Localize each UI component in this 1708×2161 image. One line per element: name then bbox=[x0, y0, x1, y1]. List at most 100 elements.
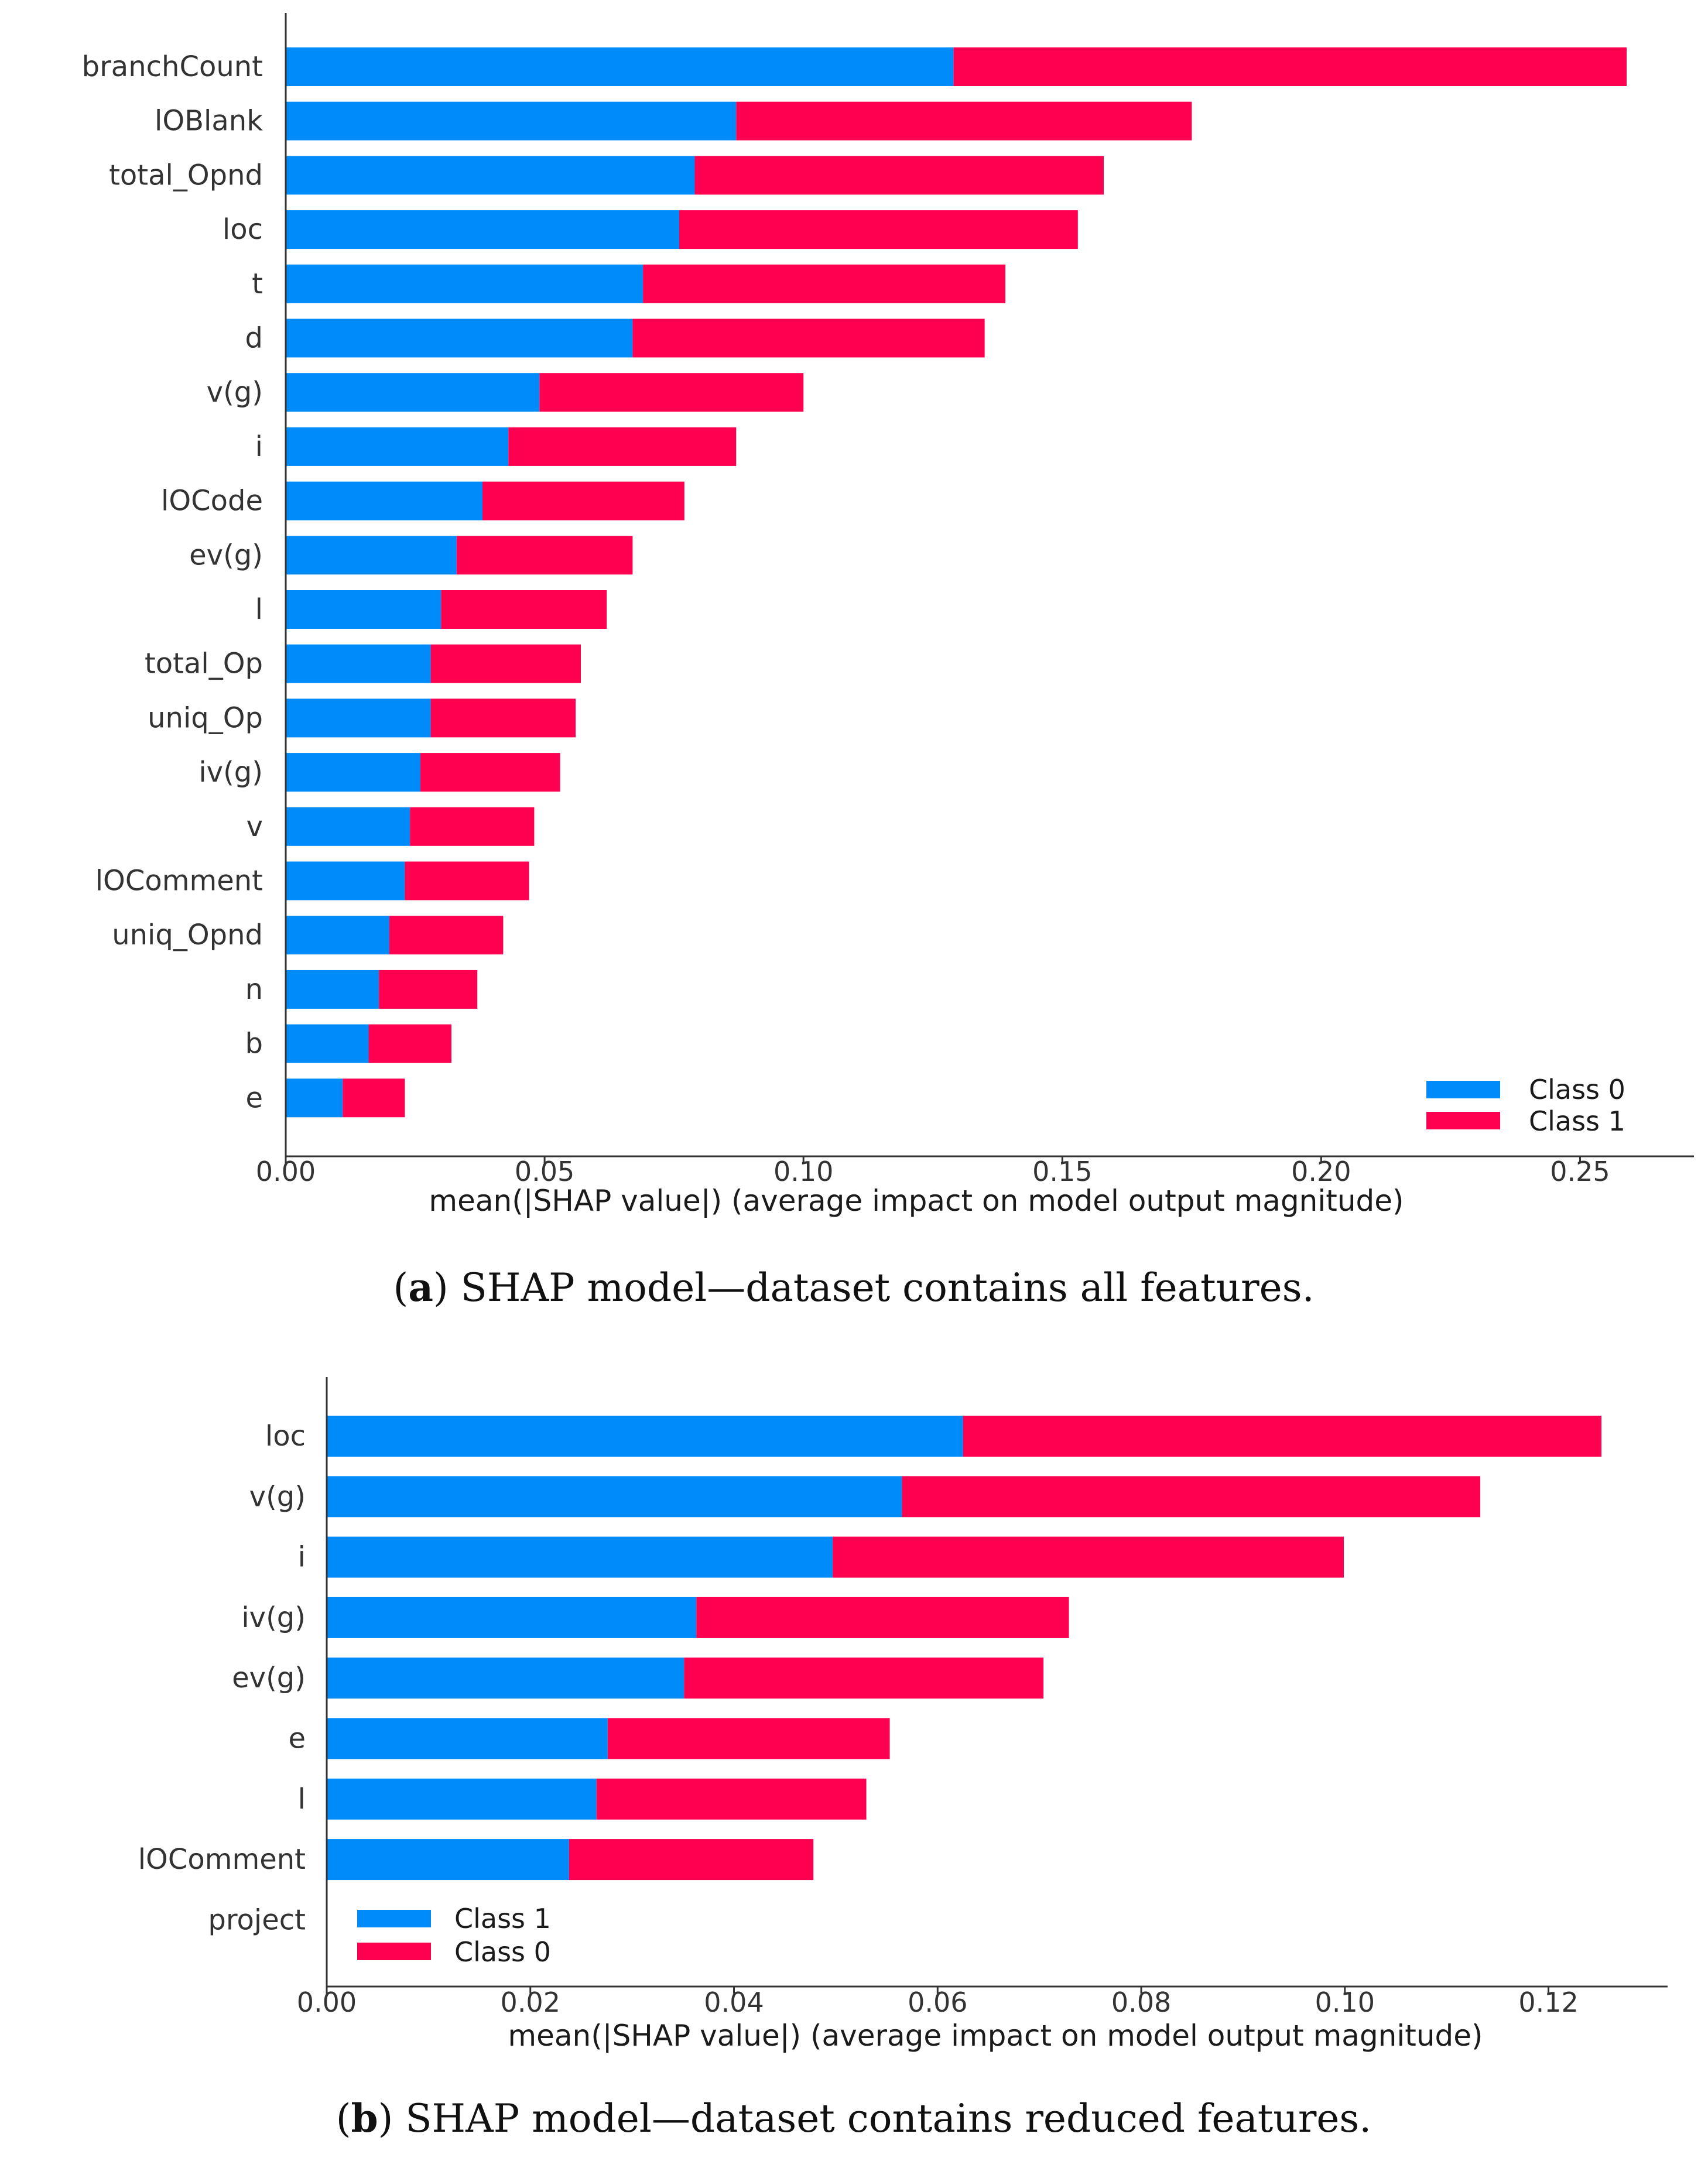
chart-b-bars bbox=[327, 1416, 1601, 1881]
x-tick-label-a-0: 0.00 bbox=[256, 1156, 316, 1187]
bar-b-iv-g-class-0 bbox=[696, 1597, 1069, 1638]
chart-a-x-ticks: 0.00 0.05 0.10 0.15 0.20 0.25 bbox=[256, 1156, 1610, 1187]
bar-a-v-g-class-0 bbox=[286, 373, 540, 412]
bar-a-v-class-1 bbox=[410, 807, 535, 846]
bar-b-v-g-class-1 bbox=[327, 1476, 902, 1518]
bar-a-l-class-1 bbox=[441, 590, 607, 629]
bar-a-total-op-class-0 bbox=[286, 644, 431, 683]
feature-label-a-uniq-op: uniq_Op bbox=[148, 701, 263, 734]
bar-b-locomment-class-0 bbox=[569, 1839, 814, 1881]
bar-a-d-class-0 bbox=[286, 319, 633, 358]
legend-b-swatch-class-1 bbox=[357, 1910, 431, 1927]
bar-b-e-class-1 bbox=[327, 1718, 608, 1759]
chart-a-bars bbox=[286, 47, 1627, 1118]
x-tick-label-b-0: 0.00 bbox=[297, 1987, 357, 2018]
feature-label-b-e: e bbox=[288, 1722, 306, 1755]
bar-a-locode-class-1 bbox=[482, 481, 684, 520]
caption-b-close: ) bbox=[378, 2096, 393, 2141]
legend-b-label-class-1: Class 1 bbox=[454, 1903, 551, 1934]
bar-b-iv-g-class-1 bbox=[327, 1597, 697, 1638]
chart-b: loc v(g) i iv(g) ev(g) el lOComment project 0.0… bbox=[138, 1377, 1668, 2053]
bar-a-branchcount-class-1 bbox=[953, 47, 1627, 86]
x-tick-label-a-3: 0.15 bbox=[1032, 1156, 1092, 1187]
bar-a-b-class-0 bbox=[286, 1024, 369, 1063]
feature-label-b-ev-g: ev(g) bbox=[232, 1662, 306, 1694]
feature-label-a-t: t bbox=[252, 268, 263, 300]
feature-label-b-locomment: lOComment bbox=[138, 1843, 306, 1876]
x-tick-label-b-1: 0.02 bbox=[501, 1987, 560, 2018]
bar-a-t-class-0 bbox=[286, 264, 644, 303]
feature-label-a-branchcount: branchCount bbox=[82, 50, 263, 83]
feature-label-a-e: e bbox=[245, 1081, 263, 1114]
chart-a-x-axis-title: mean(|SHAP value|) (average impact on mo… bbox=[429, 1184, 1404, 1218]
bar-a-locomment-class-0 bbox=[286, 861, 405, 900]
bar-a-ev-g-class-1 bbox=[456, 536, 633, 575]
legend-a-label-class-0: Class 0 bbox=[1529, 1074, 1625, 1105]
feature-label-a-iv-g: iv(g) bbox=[198, 756, 263, 789]
bar-a-ev-g-class-0 bbox=[286, 536, 457, 575]
feature-label-b-l: l bbox=[298, 1783, 306, 1816]
caption-a: (a) SHAP model—dataset contains all feat… bbox=[393, 1265, 1314, 1310]
bar-a-v-class-0 bbox=[286, 807, 410, 846]
feature-label-a-b: b bbox=[245, 1028, 263, 1060]
bar-a-loc-class-0 bbox=[286, 210, 679, 249]
x-tick-label-a-4: 0.20 bbox=[1291, 1156, 1351, 1187]
x-tick-label-b-6: 0.12 bbox=[1518, 1987, 1578, 2018]
bar-b-l-class-1 bbox=[327, 1778, 597, 1820]
feature-label-b-project: project bbox=[208, 1903, 306, 1936]
caption-a-letter: a bbox=[408, 1265, 433, 1310]
x-tick-label-a-2: 0.10 bbox=[773, 1156, 833, 1187]
feature-label-a-loc: loc bbox=[223, 213, 263, 246]
bar-a-n-class-0 bbox=[286, 970, 379, 1009]
bar-a-loblank-class-1 bbox=[736, 101, 1192, 141]
bar-a-l-class-0 bbox=[286, 590, 441, 629]
feature-label-b-iv-g: iv(g) bbox=[241, 1601, 306, 1634]
feature-label-a-locode: lOCode bbox=[161, 485, 263, 518]
caption-b-text: SHAP model—dataset contains reduced feat… bbox=[393, 2096, 1371, 2141]
chart-b-legend: Class 1 Class 0 bbox=[357, 1903, 551, 1968]
bar-a-d-class-1 bbox=[632, 319, 985, 358]
bar-b-ev-g-class-0 bbox=[684, 1657, 1044, 1699]
bar-a-e-class-0 bbox=[286, 1078, 343, 1118]
feature-label-b-i: i bbox=[298, 1541, 306, 1574]
bar-a-locode-class-0 bbox=[286, 481, 482, 520]
chart-a-legend: Class 0 Class 1 bbox=[1426, 1074, 1625, 1137]
feature-label-a-v-g: v(g) bbox=[207, 376, 263, 409]
bar-a-uniq-op-class-1 bbox=[430, 698, 576, 738]
bar-b-loc-class-1 bbox=[327, 1416, 963, 1457]
x-tick-label-b-5: 0.10 bbox=[1315, 1987, 1375, 2018]
legend-b-swatch-class-0 bbox=[357, 1943, 431, 1960]
feature-label-a-total-opnd: total_Opnd bbox=[109, 159, 263, 191]
feature-label-b-loc: loc bbox=[265, 1420, 306, 1453]
caption-b-letter: b bbox=[351, 2095, 378, 2141]
feature-label-a-i: i bbox=[255, 430, 263, 463]
x-tick-label-b-4: 0.08 bbox=[1111, 1987, 1171, 2018]
bar-a-total-opnd-class-0 bbox=[286, 156, 695, 195]
bar-a-uniq-op-class-0 bbox=[286, 698, 431, 738]
feature-label-a-d: d bbox=[245, 322, 263, 355]
bar-a-i-class-1 bbox=[508, 427, 737, 466]
bar-b-e-class-0 bbox=[607, 1718, 890, 1759]
x-tick-label-a-1: 0.05 bbox=[515, 1156, 574, 1187]
bar-b-i-class-1 bbox=[327, 1536, 833, 1578]
x-tick-label-b-2: 0.04 bbox=[704, 1987, 764, 2018]
bar-a-v-g-class-1 bbox=[539, 373, 804, 412]
legend-a-swatch-class-1 bbox=[1426, 1112, 1500, 1129]
bar-a-e-class-1 bbox=[343, 1078, 405, 1118]
feature-label-b-v-g: v(g) bbox=[249, 1480, 306, 1513]
bar-b-v-g-class-0 bbox=[902, 1476, 1481, 1518]
bar-a-loblank-class-0 bbox=[286, 101, 737, 141]
bar-b-l-class-0 bbox=[596, 1778, 867, 1820]
chart-b-x-ticks: 0.00 0.02 0.04 0.06 0.08 0.10 0.12 bbox=[297, 1987, 1579, 2018]
legend-a-swatch-class-0 bbox=[1426, 1081, 1500, 1098]
bar-a-uniq-opnd-class-1 bbox=[389, 916, 504, 955]
bar-b-ev-g-class-1 bbox=[327, 1657, 684, 1699]
feature-label-a-total-op: total_Op bbox=[145, 648, 263, 680]
feature-label-a-ev-g: ev(g) bbox=[189, 539, 263, 571]
bar-a-n-class-1 bbox=[379, 970, 478, 1009]
chart-b-feature-labels: loc v(g) i iv(g) ev(g) el lOComment project bbox=[138, 1420, 306, 1936]
bar-a-loc-class-1 bbox=[679, 210, 1078, 249]
